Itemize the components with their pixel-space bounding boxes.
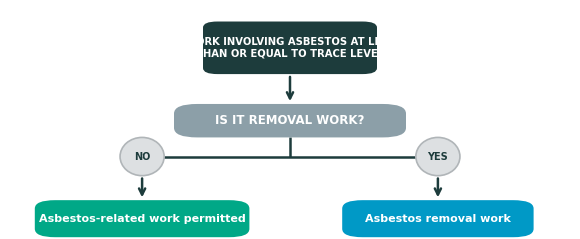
- Text: YES: YES: [427, 152, 448, 162]
- Text: IS IT REMOVAL WORK?: IS IT REMOVAL WORK?: [215, 114, 365, 127]
- Ellipse shape: [120, 137, 164, 176]
- Ellipse shape: [416, 137, 460, 176]
- FancyBboxPatch shape: [35, 200, 249, 237]
- FancyBboxPatch shape: [174, 104, 406, 137]
- FancyBboxPatch shape: [203, 22, 377, 74]
- Text: Asbestos removal work: Asbestos removal work: [365, 214, 511, 224]
- Text: WORK INVOLVING ASBESTOS AT LESS
THAN OR EQUAL TO TRACE LEVEL: WORK INVOLVING ASBESTOS AT LESS THAN OR …: [185, 37, 395, 59]
- FancyBboxPatch shape: [342, 200, 534, 237]
- Text: Asbestos-related work permitted: Asbestos-related work permitted: [39, 214, 245, 224]
- Text: NO: NO: [134, 152, 150, 162]
